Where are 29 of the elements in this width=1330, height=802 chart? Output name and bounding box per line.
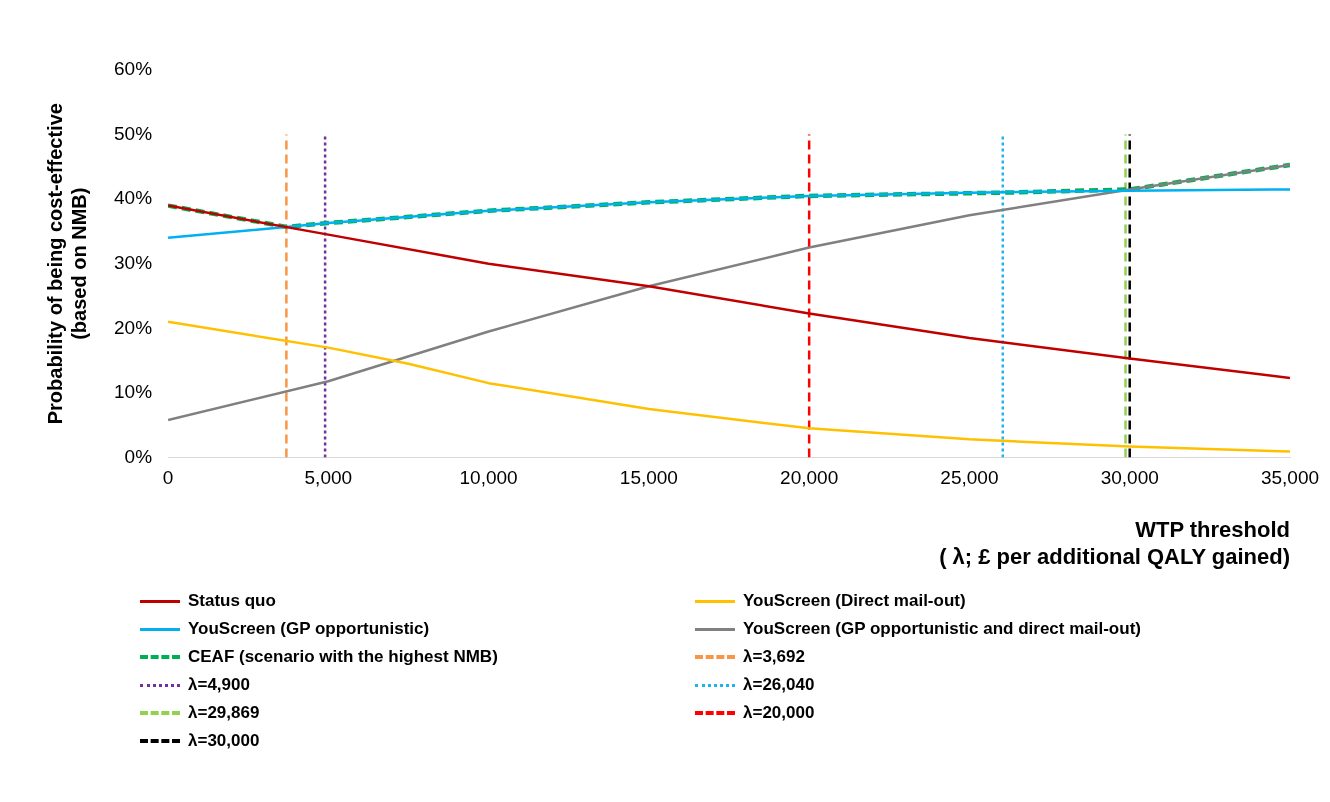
x-tick-label: 10,000 — [459, 467, 518, 489]
line-series — [168, 162, 1290, 230]
y-tick-label: 60% — [114, 58, 153, 80]
x-tick-label: 25,000 — [940, 467, 999, 489]
y-tick-label: 40% — [114, 187, 153, 209]
x-tick-label: 15,000 — [619, 467, 678, 489]
legend-label: YouScreen (GP opportunistic) — [188, 619, 430, 639]
x-tick-label: 20,000 — [780, 467, 839, 489]
x-tick-label: 0 — [162, 467, 174, 489]
legend-label: Status quo — [188, 591, 276, 611]
legend-label: YouScreen (Direct mail-out) — [743, 591, 966, 611]
legend-label: λ=4,900 — [188, 675, 250, 695]
y-tick-label: 10% — [114, 381, 153, 403]
y-tick-label: 0% — [124, 445, 153, 467]
legend-label: YouScreen (GP opportunistic and direct mail-out) — [743, 619, 1141, 639]
legend-label: λ=29,869 — [188, 703, 260, 723]
y-axis-title: Probability of being cost-effective (based on NMB) — [43, 103, 90, 425]
legend-label: λ=3,692 — [743, 647, 805, 667]
y-tick-label: 20% — [114, 316, 153, 338]
x-tick-label: 30,000 — [1100, 467, 1159, 489]
y-tick-label: 30% — [114, 251, 153, 273]
legend-label: λ=20,000 — [743, 703, 815, 723]
x-tick-label: 35,000 — [1260, 467, 1320, 489]
legend-label: λ=30,000 — [188, 731, 260, 751]
y-tick-label: 50% — [114, 122, 153, 144]
legend-label: λ=26,040 — [743, 675, 815, 695]
legend-label: CEAF (scenario with the highest NMB) — [188, 647, 498, 667]
x-axis-title: WTP threshold ( λ; £ per additional QALY gained) — [939, 517, 1290, 569]
x-tick-label: 5,000 — [304, 467, 353, 489]
